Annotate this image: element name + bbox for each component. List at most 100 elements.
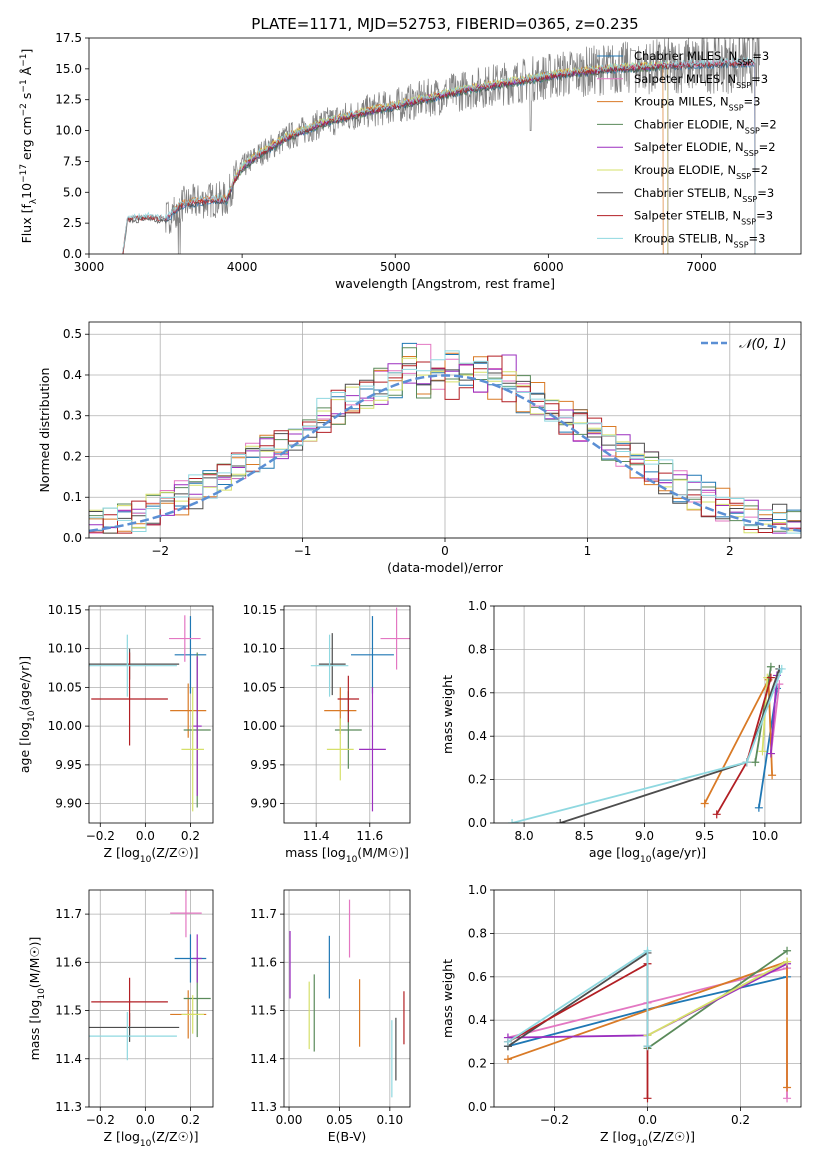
y-axis-label: mass [log10(M/M☉)] (27, 937, 47, 1061)
label-part: mass [log (27, 1000, 42, 1061)
label-part: Z [log (103, 845, 139, 860)
label-part: =3 (749, 231, 766, 245)
label-part: 10 (27, 710, 37, 722)
y-tick-label: 9.95 (250, 758, 277, 772)
y-tick-label: 10.10 (243, 642, 277, 656)
errorbar-point (174, 616, 207, 694)
label-part: =3 (744, 95, 761, 109)
label-part: wavelength [Angstrom, rest frame] (335, 276, 555, 291)
x-tick-label: −0.2 (86, 1113, 115, 1127)
y-tick-label: 0.4 (468, 1013, 487, 1027)
x-tick-label: 8.5 (575, 829, 594, 843)
y-tick-label: 9.90 (55, 797, 82, 811)
x-axis-label: Z [log10(Z/Z☉)] (103, 845, 198, 865)
y-axis-label: Normed distribution (37, 368, 52, 493)
y-tick-label: 17.5 (55, 31, 82, 45)
y-tick-label: 11.7 (55, 907, 82, 921)
errorbar-point (192, 656, 202, 796)
y-tick-label: 11.3 (250, 1100, 277, 1114)
label-part: (Z/Z☉)] (151, 1129, 198, 1144)
y-tick-label: 11.6 (250, 955, 277, 969)
y-axis-label: mass weight (440, 675, 455, 754)
label-part: −1 (19, 79, 29, 92)
axes-frame (88, 889, 214, 1108)
y-tick-label: 0.3 (63, 409, 82, 423)
y-axis-label: age [log10(age/yr)] (17, 656, 37, 773)
x-tick-label: 4000 (227, 260, 258, 274)
errorbar-point (359, 687, 386, 812)
weight-marker (751, 758, 760, 767)
plot-area (89, 890, 211, 1061)
weight-marker (556, 819, 565, 823)
errorbar-point (91, 977, 168, 1026)
residual-histogram (89, 352, 801, 532)
label-part: (age/yr)] (651, 845, 706, 860)
weight-marker (758, 747, 767, 756)
y-tick-label: 0.2 (468, 773, 487, 787)
model-line (226, 61, 669, 254)
panel-residuals: −2 −1 0 1 2 0.0 0.1 0.2 0.3 0.4 0.5 𝒩(0, 1) (data-mo… (37, 321, 802, 575)
x-tick-label: 0.2 (181, 829, 200, 843)
errorbar-point (91, 652, 168, 746)
legend-entry: Kroupa ELODIE, NSSP=2 (634, 163, 768, 181)
weight-marker (783, 946, 792, 955)
legend-entry: Kroupa MILES, NSSP=3 (634, 95, 760, 113)
x-tick-label: 0 (441, 544, 449, 558)
y-tick-label: 10.05 (243, 680, 277, 694)
weight-marker (777, 664, 786, 673)
label-part: SSP (741, 217, 756, 226)
errorbar-point (181, 995, 204, 1034)
y-tick-label: 0.0 (63, 531, 82, 545)
x-tick-label: 5000 (380, 260, 411, 274)
plot-area (503, 946, 792, 1103)
label-part: (M/M☉)] (27, 937, 42, 989)
x-tick-label: 0.2 (731, 1113, 750, 1127)
weight-marker (700, 799, 709, 808)
label-part: (data-model)/error (387, 560, 504, 575)
weight-marker (783, 957, 792, 966)
legend-entry: 𝒩(0, 1) (739, 337, 786, 352)
plot-area (508, 662, 786, 823)
y-tick-label: 11.6 (55, 955, 82, 969)
x-tick-label: 1 (584, 544, 592, 558)
label-part: =2 (751, 163, 768, 177)
label-part: Flux [f (19, 204, 34, 244)
axes-frame (88, 605, 214, 824)
y-tick-label: 0.0 (63, 247, 82, 261)
y-tick-label: 11.4 (55, 1052, 82, 1066)
y-tick-label: 0.6 (468, 970, 487, 984)
y-tick-label: 11.5 (250, 1004, 277, 1018)
label-part: Salpeter ELODIE, N (634, 140, 744, 154)
weight-marker (508, 819, 517, 823)
errorbar-point (380, 607, 410, 670)
label-part: Salpeter MILES, N (634, 72, 736, 86)
legend-entry: Chabrier STELIB, NSSP=3 (634, 186, 774, 204)
panel-age-vs-mass: 11.4 11.6 9.90 9.95 10.00 10.05 10.10 10.15 mass… (243, 603, 411, 865)
y-axis-label: mass weight (440, 959, 455, 1038)
residual-histogram (89, 350, 801, 534)
axes-frame (88, 37, 802, 255)
errorbar-point (170, 890, 202, 938)
label-part: λ (29, 198, 39, 204)
weight-line (511, 668, 783, 823)
y-tick-label: 11.5 (55, 1004, 82, 1018)
y-tick-label: 0.1 (63, 490, 82, 504)
label-part: 10 (37, 988, 47, 1000)
axes-frame (88, 321, 802, 539)
y-tick-label: 10.0 (55, 124, 82, 138)
plot-area (310, 607, 410, 812)
model-line (122, 56, 756, 254)
legend: 𝒩(0, 1) (701, 337, 786, 352)
legend-entry: Salpeter STELIB, NSSP=3 (634, 209, 773, 227)
weight-line (770, 675, 778, 754)
label-part: SSP (734, 240, 749, 249)
y-tick-label: 1.0 (468, 883, 487, 897)
errorbar-point (192, 934, 202, 983)
label-part: Z [log (103, 1129, 139, 1144)
label-part: −2 (19, 103, 29, 116)
x-tick-label: 9.0 (635, 829, 654, 843)
y-tick-label: 0.2 (63, 449, 82, 463)
label-part: 10 (140, 1139, 152, 1149)
panel-age-vs-Z: −0.2 0.0 0.2 9.90 9.95 10.00 10.05 10.10 10.15 Z … (17, 603, 214, 865)
